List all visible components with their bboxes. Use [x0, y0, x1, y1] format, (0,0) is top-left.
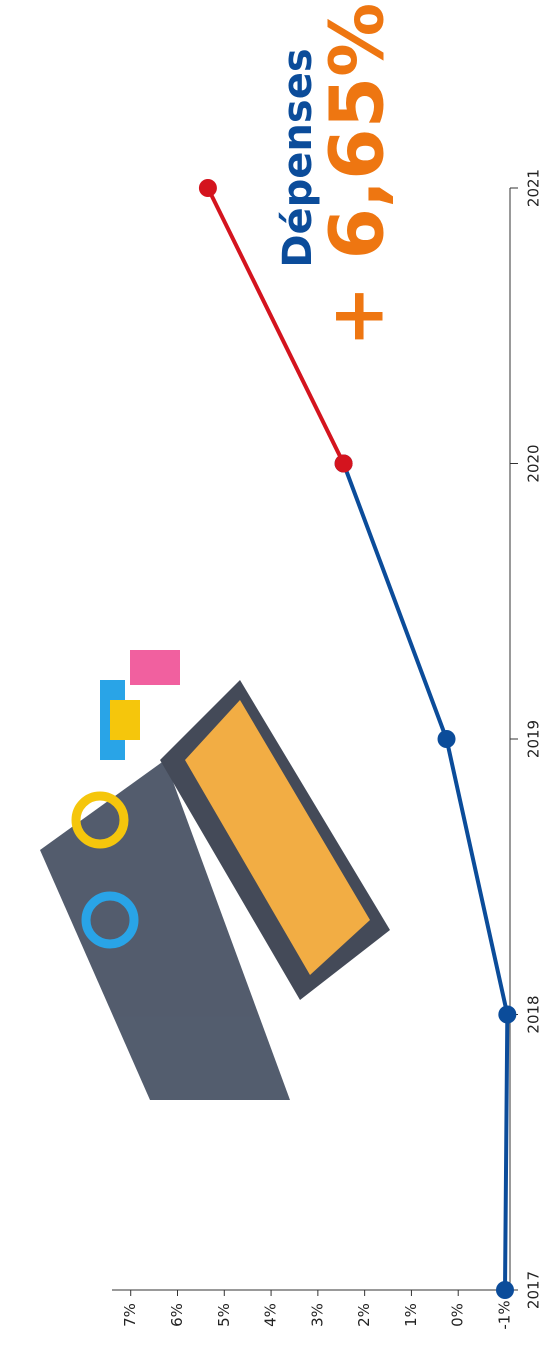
y-tick-label: 0% [449, 1303, 467, 1327]
x-tick-label: 2020 [525, 444, 543, 482]
x-tick-label: 2021 [525, 169, 543, 207]
point [437, 730, 456, 748]
point [496, 1281, 514, 1299]
y-tick-label: 3% [308, 1303, 326, 1327]
annotation: + 6,65% [315, 3, 401, 348]
x-tick-label: 2019 [525, 720, 543, 758]
line [206, 187, 346, 465]
illustration [40, 650, 390, 1100]
point [498, 1005, 517, 1024]
annotation: Dépenses [275, 48, 321, 267]
y-tick-label: 7% [121, 1303, 139, 1327]
y-tick-label: 2% [355, 1303, 373, 1327]
point [334, 454, 353, 473]
line [341, 462, 510, 1291]
y-tick-label: -1% [496, 1300, 514, 1329]
y-tick-label: 4% [262, 1303, 280, 1327]
x-tick-label: 2017 [525, 1271, 543, 1309]
point [198, 179, 217, 197]
y-tick-label: 6% [168, 1303, 186, 1327]
y-tick-label: 5% [215, 1303, 233, 1327]
y-tick-label: 1% [402, 1303, 420, 1327]
x-tick-label: 2018 [525, 995, 543, 1033]
